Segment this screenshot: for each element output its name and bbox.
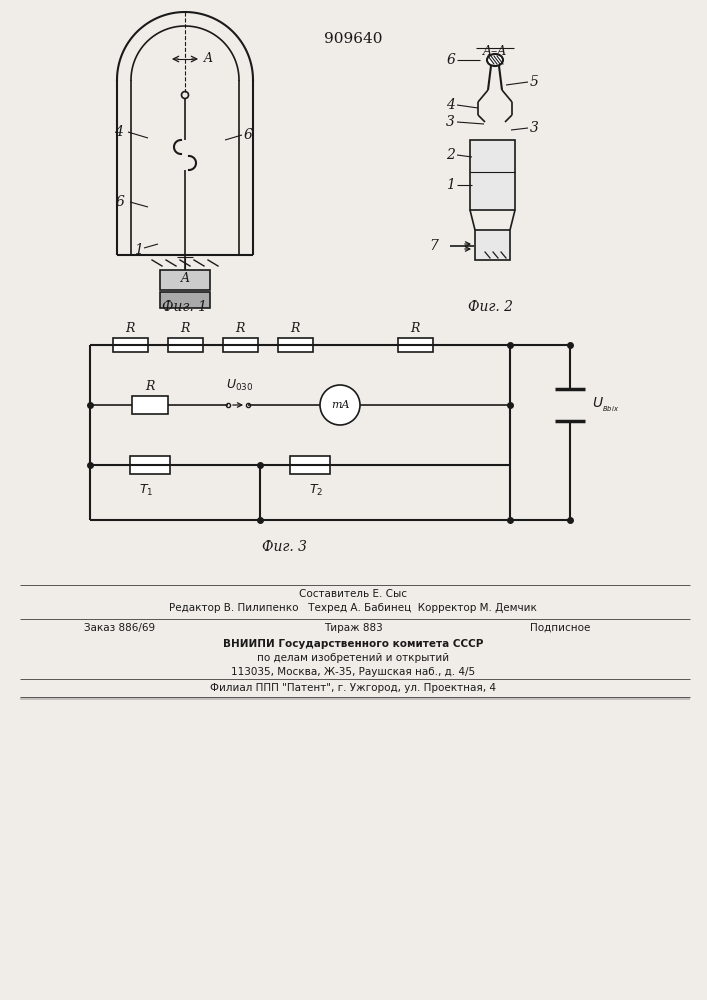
Text: Фиг. 1: Фиг. 1 — [163, 300, 207, 314]
Text: 1: 1 — [134, 243, 142, 257]
Text: R: R — [235, 322, 245, 335]
Text: A–A: A–A — [483, 45, 507, 58]
Bar — [168, 338, 202, 352]
Text: Составитель Е. Сыс: Составитель Е. Сыс — [299, 589, 407, 599]
Bar — [290, 456, 330, 474]
Text: R: R — [180, 322, 189, 335]
Text: R: R — [125, 322, 135, 335]
Text: $U_{030}$: $U_{030}$ — [226, 378, 254, 393]
Text: Подписное: Подписное — [530, 623, 590, 633]
Bar — [112, 338, 148, 352]
Text: ВНИИПИ Государственного комитета СССР: ВНИИПИ Государственного комитета СССР — [223, 639, 483, 649]
Bar — [132, 396, 168, 414]
Text: A: A — [204, 52, 213, 66]
Text: mA: mA — [331, 400, 349, 410]
Text: 6: 6 — [446, 53, 455, 67]
Text: по делам изобретений и открытий: по делам изобретений и открытий — [257, 653, 449, 663]
Text: Филиал ППП "Патент", г. Ужгород, ул. Проектная, 4: Филиал ППП "Патент", г. Ужгород, ул. Про… — [210, 683, 496, 693]
Text: 4: 4 — [114, 125, 122, 139]
Ellipse shape — [487, 54, 503, 66]
Text: A: A — [180, 272, 189, 285]
Text: 4: 4 — [446, 98, 455, 112]
Bar — [223, 338, 257, 352]
Text: R: R — [291, 322, 300, 335]
Bar — [130, 456, 170, 474]
Bar — [278, 338, 312, 352]
Text: 909640: 909640 — [324, 32, 382, 46]
Text: Редактор В. Пилипенко   Техред А. Бабинец  Корректор М. Демчик: Редактор В. Пилипенко Техред А. Бабинец … — [169, 603, 537, 613]
Text: $T_2$: $T_2$ — [309, 483, 323, 498]
Text: 6: 6 — [115, 195, 124, 209]
Bar — [475, 230, 510, 260]
Text: 1: 1 — [446, 178, 455, 192]
Bar — [397, 338, 433, 352]
Text: $U_{_{Bbix}}$: $U_{_{Bbix}}$ — [592, 396, 619, 414]
Text: Фиг. 2: Фиг. 2 — [467, 300, 513, 314]
Text: Фиг. 3: Фиг. 3 — [262, 540, 308, 554]
Text: Заказ 886/69: Заказ 886/69 — [84, 623, 156, 633]
Text: R: R — [146, 380, 155, 393]
Text: R: R — [410, 322, 420, 335]
Bar — [470, 140, 515, 210]
Text: 6: 6 — [244, 128, 252, 142]
Circle shape — [320, 385, 360, 425]
Text: 3: 3 — [530, 121, 539, 135]
Bar — [160, 270, 210, 290]
Text: 2: 2 — [446, 148, 455, 162]
Text: Тираж 883: Тираж 883 — [324, 623, 382, 633]
Text: 7: 7 — [429, 239, 438, 253]
Bar — [160, 292, 210, 308]
Text: 5: 5 — [530, 75, 539, 89]
Text: 113035, Москва, Ж-35, Раушская наб., д. 4/5: 113035, Москва, Ж-35, Раушская наб., д. … — [231, 667, 475, 677]
Text: 3: 3 — [446, 115, 455, 129]
Text: $T_1$: $T_1$ — [139, 483, 153, 498]
